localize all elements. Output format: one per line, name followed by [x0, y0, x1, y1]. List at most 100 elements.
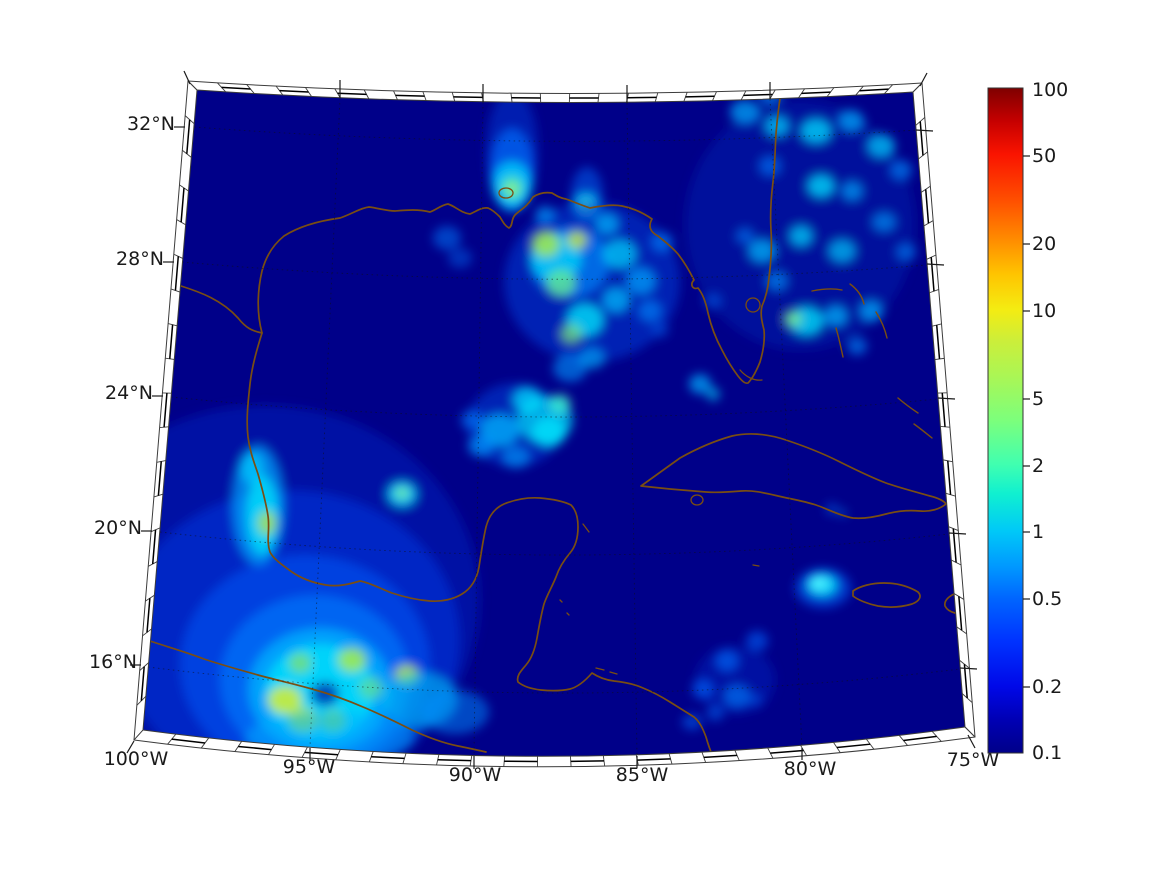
frame-band-divider [176, 219, 186, 226]
parallel-24n [170, 396, 939, 418]
x-tick-label-90w: 90°W [449, 764, 502, 786]
colorbar-label-2: 2 [1032, 455, 1044, 477]
colorbar: 100 50 20 10 5 2 1 0.5 0.2 0.1 [987, 79, 1068, 764]
frame-band-divider [767, 747, 774, 759]
heatmap-blob [747, 693, 763, 707]
heatmap-blob [638, 300, 662, 322]
heatmap-blob [736, 228, 754, 244]
frame-band-segment [859, 88, 889, 92]
heatmap-blob [800, 118, 832, 144]
map-frame-band-cells [133, 80, 976, 767]
heatmap-blob [433, 226, 461, 250]
heatmap-blob [748, 239, 776, 263]
island-isla-juventud [690, 494, 704, 506]
frame-band-segment [903, 735, 937, 742]
frame-band-segment [637, 758, 671, 761]
frame-band-segment [180, 187, 185, 223]
heatmap-blob [553, 354, 587, 382]
colorbar-label-20: 20 [1032, 233, 1056, 255]
y-tick-label-16n: 16°N [89, 651, 137, 673]
heatmap-blob [651, 322, 669, 338]
parallel-20n [159, 531, 950, 556]
frame-band-divider [964, 726, 976, 738]
frame-band-segment [935, 325, 941, 360]
heatmap-blobs [143, 90, 916, 757]
axis-ticks [126, 70, 978, 769]
heatmap-blob [502, 446, 530, 468]
heatmap-blob [759, 156, 781, 176]
islands-bahamas [811, 283, 933, 439]
island-grand-cayman [752, 564, 760, 567]
heatmap-blob [841, 181, 863, 201]
heatmap-blob [706, 705, 724, 721]
map-area [143, 90, 965, 757]
graticule-gridlines [147, 97, 961, 757]
frame-band-segment [146, 598, 151, 633]
axis-tick-mark [915, 129, 934, 132]
frame-band-segment [221, 86, 251, 90]
frame-band-divider [929, 289, 939, 294]
colorbar-label-100: 100 [1032, 79, 1068, 101]
axis-tick-mark [919, 72, 928, 87]
heatmap-blob [859, 300, 883, 322]
frame-band-segment [963, 664, 968, 699]
axis-tick-mark [937, 397, 956, 400]
heatmap-blob [560, 324, 582, 344]
heatmap-blob [258, 511, 276, 535]
heatmap-blob [289, 653, 311, 673]
frame-band-segment [174, 256, 180, 291]
island-hispaniola-tip [944, 593, 956, 614]
heatmap-blob [730, 100, 760, 124]
heatmap-blob [535, 206, 555, 224]
frame-band-segment [186, 119, 191, 154]
heatmap-blob [824, 305, 848, 327]
heatmap-blob [789, 225, 813, 247]
coastline-pacific-central-america [149, 640, 487, 753]
heatmap-blob [567, 231, 587, 249]
colorbar-label-50: 50 [1032, 145, 1056, 167]
frame-band-segment [163, 392, 168, 428]
island-cozumel [582, 523, 590, 533]
heatmap-blob [811, 577, 827, 589]
y-tick-label-24n: 24°N [105, 382, 153, 404]
frame-band-divider [668, 753, 673, 765]
heatmap-blob [828, 239, 856, 263]
frame-band-divider [940, 426, 950, 428]
colorbar-label-1: 1 [1032, 521, 1044, 543]
coastline-cuba [640, 433, 947, 520]
frame-band-segment [157, 461, 162, 496]
axis-labels: 100°W 95°W 90°W 85°W 80°W 75°W 32°N 28°N… [89, 113, 999, 786]
frame-band-segment [171, 738, 206, 744]
frame-band-segment [395, 94, 425, 97]
frame-band-segment [453, 96, 483, 99]
meridian-80w [769, 98, 803, 748]
heatmap-blob [766, 271, 788, 291]
frame-band-segment [836, 743, 871, 749]
colorbar-gradient-bar [987, 87, 1024, 754]
heatmap-blob [890, 160, 912, 180]
frame-band-segment [169, 324, 174, 359]
coastline-us-gulf-florida-atlantic [257, 90, 782, 385]
meridian-95w [309, 97, 341, 748]
frame-band-segment [947, 460, 952, 495]
frame-band-segment [743, 93, 773, 97]
frame-band-divider [159, 426, 169, 429]
heatmap-blob [838, 110, 864, 132]
frame-band-divider [602, 755, 606, 767]
y-tick-label-32n: 32°N [127, 113, 175, 135]
heatmap-blob [682, 714, 702, 730]
colorbar-label-05: 0.5 [1032, 588, 1062, 610]
heatmap-blob [461, 410, 483, 430]
heatmap-blob [595, 213, 619, 235]
heatmap-blob [507, 184, 517, 194]
axis-tick-mark [959, 667, 978, 670]
heatmap-blob [626, 267, 656, 295]
heatmap-blob [651, 232, 673, 252]
frame-band-divider [948, 526, 959, 531]
frame-band-segment [919, 121, 924, 156]
frame-band-segment [924, 189, 930, 224]
coastline-rio-grande [180, 285, 263, 334]
lake-pontchartrain [498, 187, 514, 199]
